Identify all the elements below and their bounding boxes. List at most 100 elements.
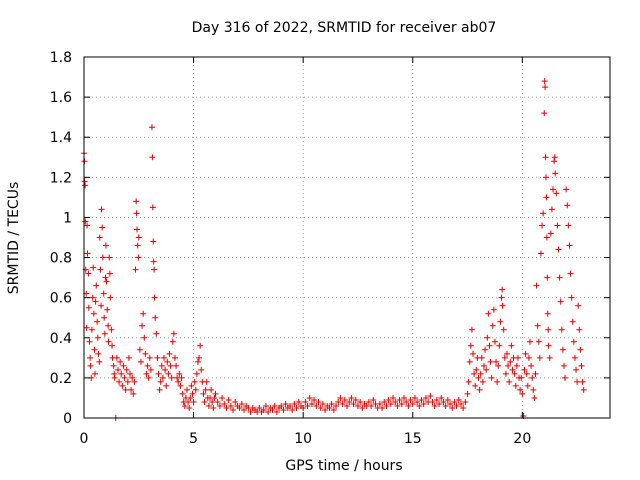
data-point	[571, 354, 578, 361]
data-point	[568, 294, 575, 301]
data-point	[465, 378, 472, 385]
data-point	[92, 298, 99, 305]
data-point	[542, 154, 549, 161]
data-point	[350, 400, 357, 407]
data-point	[97, 266, 104, 273]
data-point	[573, 366, 580, 373]
data-point	[541, 78, 548, 85]
data-point	[230, 406, 237, 413]
y-tick-label: 0.4	[50, 331, 72, 347]
data-point	[530, 386, 537, 393]
data-point	[148, 124, 155, 131]
data-point	[387, 400, 394, 407]
data-point	[565, 222, 572, 229]
data-point	[110, 362, 117, 369]
data-point	[499, 286, 506, 293]
data-point	[238, 400, 245, 407]
data-point	[545, 342, 552, 349]
data-point	[442, 402, 449, 409]
data-point	[532, 370, 539, 377]
data-point	[536, 354, 543, 361]
data-point	[497, 318, 504, 325]
data-point	[98, 302, 105, 309]
data-point	[477, 370, 484, 377]
data-points	[81, 78, 587, 421]
data-point	[567, 270, 574, 277]
y-tick-label: 0.2	[50, 371, 72, 387]
data-point	[203, 378, 210, 385]
data-point	[142, 350, 149, 357]
data-point	[485, 310, 492, 317]
data-point	[94, 318, 101, 325]
data-point	[175, 378, 182, 385]
data-point	[260, 406, 267, 413]
data-point	[574, 378, 581, 385]
data-point	[433, 396, 440, 403]
data-point	[154, 354, 161, 361]
data-point	[578, 362, 585, 369]
data-point	[518, 374, 525, 381]
data-point	[216, 402, 223, 409]
data-point	[289, 406, 296, 413]
data-point	[531, 394, 538, 401]
data-point	[554, 222, 561, 229]
data-point	[149, 154, 156, 161]
data-point	[490, 306, 497, 313]
data-point	[500, 326, 507, 333]
data-point	[313, 402, 320, 409]
y-tick-label: 0.8	[50, 251, 72, 267]
data-point	[280, 406, 287, 413]
data-point	[482, 346, 489, 353]
data-point	[196, 354, 203, 361]
data-point	[455, 396, 462, 403]
data-point	[140, 310, 147, 317]
data-point	[240, 406, 247, 413]
data-point	[539, 222, 546, 229]
data-point	[151, 294, 158, 301]
data-point	[137, 358, 144, 365]
data-point	[488, 374, 495, 381]
data-point	[503, 350, 510, 357]
data-point	[418, 396, 425, 403]
data-point	[570, 338, 577, 345]
data-point	[544, 274, 551, 281]
data-point	[524, 382, 531, 389]
data-point	[508, 342, 515, 349]
data-point	[236, 404, 243, 411]
data-point	[98, 206, 105, 213]
data-point	[464, 390, 471, 397]
x-axis-label: GPS time / hours	[285, 458, 402, 474]
data-point	[223, 404, 230, 411]
x-tick-label: 20	[513, 431, 531, 447]
data-point	[176, 370, 183, 377]
data-point	[519, 390, 526, 397]
data-point	[534, 322, 541, 329]
data-point	[407, 396, 414, 403]
data-point	[311, 396, 318, 403]
data-point	[507, 358, 514, 365]
y-axis-label: SRMTID / TECUs	[6, 182, 22, 295]
data-point	[160, 354, 167, 361]
data-point	[335, 398, 342, 405]
plot-frame	[83, 56, 611, 419]
data-point	[121, 374, 128, 381]
data-point	[527, 338, 534, 345]
data-point	[134, 226, 141, 233]
data-point	[192, 386, 199, 393]
data-point	[577, 346, 584, 353]
data-point	[197, 342, 204, 349]
data-point	[493, 358, 500, 365]
data-point	[191, 378, 198, 385]
data-point	[208, 386, 215, 393]
data-point	[514, 354, 521, 361]
data-point	[462, 398, 469, 405]
data-point	[89, 294, 96, 301]
data-point	[576, 326, 583, 333]
data-point	[105, 338, 112, 345]
data-point	[390, 394, 397, 401]
data-point	[181, 402, 188, 409]
data-point	[132, 266, 139, 273]
data-point	[548, 206, 555, 213]
data-point	[120, 362, 127, 369]
data-point	[546, 354, 553, 361]
